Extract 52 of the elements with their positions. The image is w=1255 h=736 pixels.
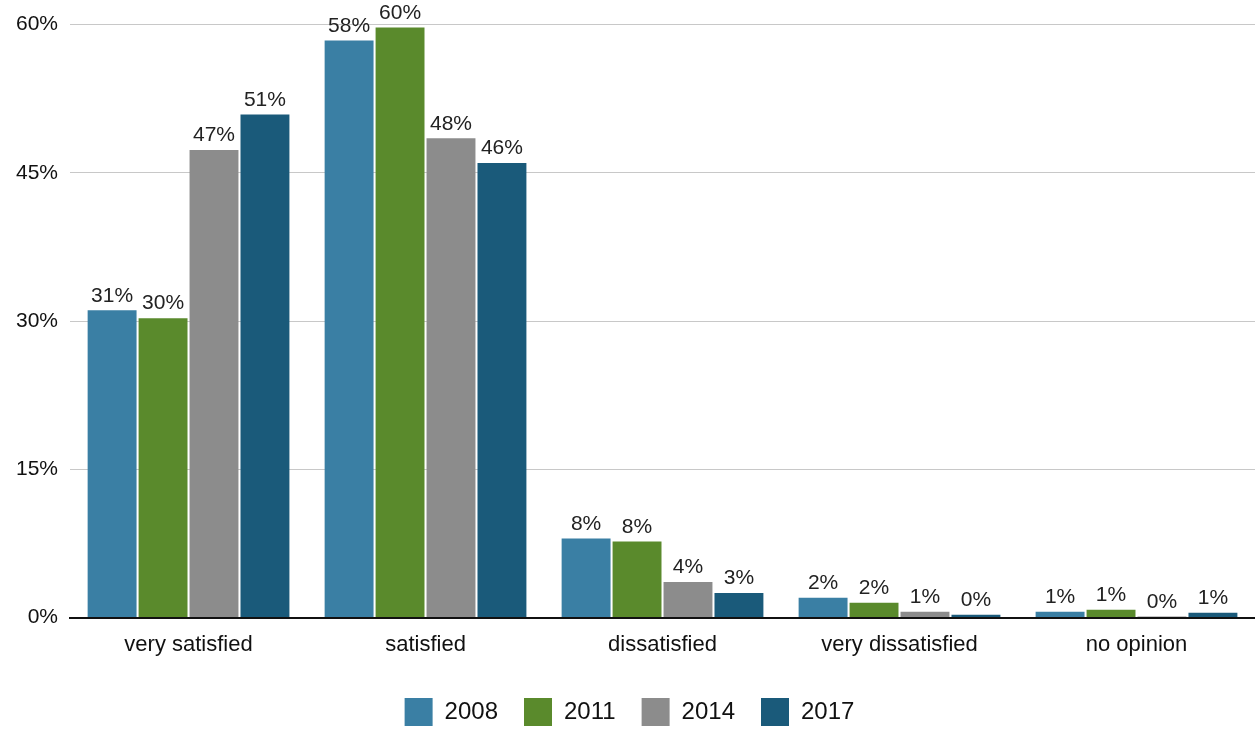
data-label: 58% — [328, 12, 371, 36]
bar — [561, 538, 611, 618]
y-tick-label: 45% — [16, 159, 59, 183]
y-tick-label: 60% — [16, 11, 59, 35]
data-label: 8% — [621, 513, 653, 537]
x-tick-label: satisfied — [385, 630, 466, 656]
data-label: 1% — [1044, 583, 1076, 607]
y-tick-label: 0% — [27, 604, 59, 628]
bar — [375, 27, 425, 618]
data-label: 46% — [480, 135, 523, 159]
bar — [1035, 611, 1085, 618]
bar — [87, 310, 137, 618]
bar — [900, 611, 950, 618]
data-label: 51% — [243, 86, 286, 110]
bar — [849, 602, 899, 618]
legend-label: 2008 — [444, 696, 498, 724]
data-label: 48% — [429, 110, 473, 134]
data-label: 47% — [192, 122, 236, 146]
bar — [240, 114, 290, 618]
bar — [189, 150, 239, 618]
legend-label: 2014 — [681, 696, 735, 724]
data-label: 2% — [858, 575, 890, 599]
data-label: 60% — [379, 0, 422, 23]
data-label: 2% — [807, 570, 839, 594]
data-label: 1% — [1095, 581, 1127, 605]
data-label: 1% — [909, 583, 941, 607]
bar — [1188, 612, 1238, 618]
bar — [477, 162, 527, 618]
x-tick-label: very dissatisfied — [821, 630, 978, 656]
data-label: 3% — [723, 565, 755, 589]
x-tick-label: very satisfied — [124, 630, 253, 656]
data-label: 30% — [142, 290, 185, 314]
data-label: 1% — [1197, 584, 1229, 608]
bar — [798, 597, 848, 618]
data-label: 4% — [672, 554, 704, 578]
bar — [324, 40, 374, 618]
x-tick-label: no opinion — [1085, 630, 1188, 656]
y-tick-label: 15% — [16, 456, 59, 480]
bar — [1086, 609, 1136, 618]
x-tick-label: dissatisfied — [608, 630, 717, 656]
data-label: 8% — [570, 510, 602, 534]
bar — [138, 318, 188, 618]
data-label: 31% — [91, 282, 134, 306]
y-tick-label: 30% — [16, 307, 59, 331]
data-label: 0% — [1146, 588, 1178, 612]
legend-label: 2017 — [801, 696, 855, 724]
legend-label: 2011 — [564, 696, 616, 724]
bar — [714, 592, 764, 618]
bar — [663, 582, 713, 618]
bar — [612, 541, 662, 618]
bar — [426, 138, 476, 618]
data-label: 0% — [960, 586, 992, 610]
